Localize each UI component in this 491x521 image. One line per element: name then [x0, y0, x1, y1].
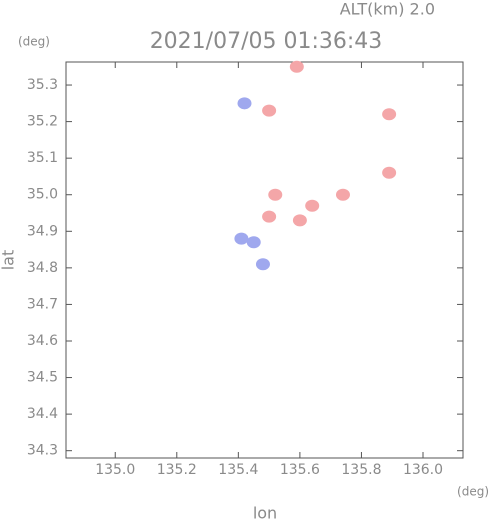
- plot-frame: [65, 61, 464, 459]
- echo-point: [289, 60, 304, 73]
- x-tick-label: 136.0: [403, 462, 443, 478]
- y-unit: (deg): [18, 35, 50, 49]
- echo-point: [292, 214, 307, 227]
- echo-point: [234, 232, 249, 245]
- echo-point: [246, 236, 261, 249]
- echo-point: [335, 188, 350, 201]
- y-tick-label: 35.0: [27, 187, 58, 203]
- y-tick-label: 34.8: [27, 260, 58, 276]
- y-tick-label: 34.5: [27, 370, 58, 386]
- x-tick-label: 135.6: [280, 462, 320, 478]
- y-tick-label: 34.6: [27, 333, 58, 349]
- x-unit: (deg): [457, 485, 489, 499]
- y-tick-label: 34.9: [27, 223, 58, 239]
- echo-point: [262, 104, 277, 117]
- y-tick-label: 34.3: [27, 443, 58, 459]
- y-tick-label: 34.7: [27, 296, 58, 312]
- echo-point: [255, 258, 270, 271]
- echo-point: [382, 108, 397, 121]
- y-axis-label: lat: [0, 250, 18, 271]
- chart-subtitle: ALT(km) 2.0: [340, 0, 435, 19]
- y-tick-label: 35.3: [27, 77, 58, 93]
- chart-title: 2021/07/05 01:36:43: [150, 29, 383, 54]
- x-tick-label: 135.4: [218, 462, 258, 478]
- x-tick-label: 135.0: [95, 462, 135, 478]
- y-tick-label: 34.4: [27, 406, 58, 422]
- echo-point: [237, 97, 252, 110]
- y-tick-label: 35.2: [27, 114, 58, 130]
- y-tick-label: 35.1: [27, 150, 58, 166]
- echo-point: [262, 210, 277, 223]
- x-tick-label: 135.8: [341, 462, 381, 478]
- echo-point: [382, 166, 397, 179]
- x-tick-label: 135.2: [157, 462, 197, 478]
- x-axis-label: lon: [253, 504, 277, 521]
- echo-point: [305, 199, 320, 212]
- echo-point: [268, 188, 283, 201]
